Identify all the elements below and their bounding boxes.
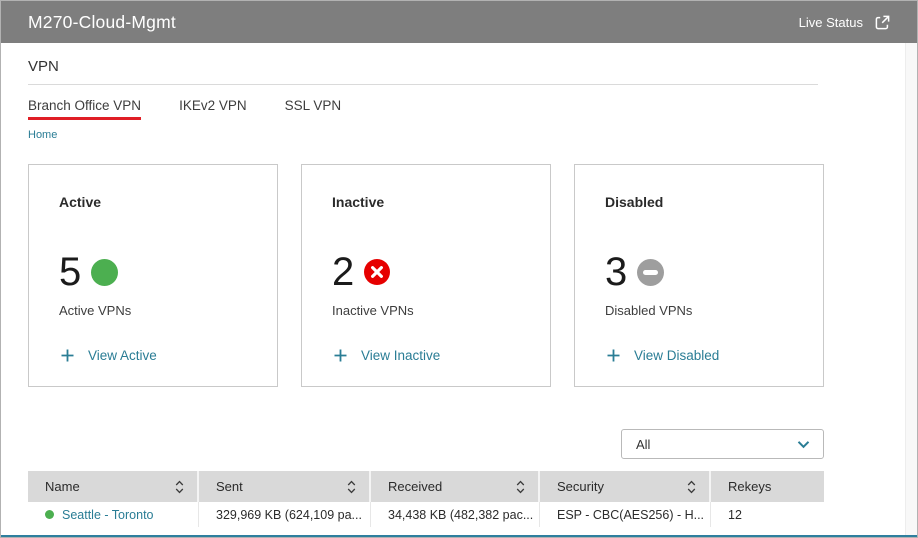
tab-label: Branch Office VPN <box>28 98 142 113</box>
vpn-summary-cards: Active 5 Active VPNs View Active Inactiv… <box>28 164 824 387</box>
view-link-label: View Inactive <box>361 348 441 363</box>
active-vpn-count: 5 <box>59 250 82 294</box>
vpn-name-link[interactable]: Seattle - Toronto <box>62 507 154 522</box>
external-link-icon <box>874 14 891 31</box>
column-header-received[interactable]: Received <box>371 471 540 502</box>
vpn-filter-select[interactable]: All <box>621 429 824 459</box>
tab-label: SSL VPN <box>284 98 342 113</box>
selected-filter-value: All <box>636 436 651 452</box>
sort-icon <box>347 480 356 494</box>
tab-branch-office-vpn[interactable]: Branch Office VPN <box>28 98 142 120</box>
card-title: Active <box>59 194 102 210</box>
disabled-vpn-count: 3 <box>605 250 628 294</box>
live-status-label: Live Status <box>798 14 863 30</box>
table-header-row: Name Sent Received Security <box>28 471 824 502</box>
cell-received: 34,438 KB (482,382 pac... <box>371 502 540 527</box>
sort-icon <box>516 480 525 494</box>
red-x-circle-icon <box>363 258 391 286</box>
page-title: M270-Cloud-Mgmt <box>28 11 176 32</box>
column-label: Name <box>45 479 80 494</box>
view-disabled-link[interactable]: View Disabled <box>606 348 719 363</box>
view-inactive-link[interactable]: View Inactive <box>333 348 440 363</box>
green-circle-icon <box>90 258 119 287</box>
card-label: Inactive VPNs <box>332 303 414 318</box>
bottom-edge-divider <box>1 535 917 537</box>
cell-name: Seattle - Toronto <box>28 502 199 527</box>
view-link-label: View Disabled <box>634 348 720 363</box>
card-title: Disabled <box>605 194 664 210</box>
card-label: Active VPNs <box>59 303 132 318</box>
column-label: Rekeys <box>728 479 772 494</box>
app-header: M270-Cloud-Mgmt Live Status <box>1 1 917 43</box>
view-active-link[interactable]: View Active <box>60 348 157 363</box>
section-title: VPN <box>28 58 818 85</box>
inactive-vpn-count: 2 <box>332 250 355 294</box>
tab-ssl-vpn[interactable]: SSL VPN <box>285 98 342 120</box>
sort-icon <box>175 480 184 494</box>
tab-ikev2-vpn[interactable]: IKEv2 VPN <box>179 98 247 120</box>
card-label: Disabled VPNs <box>605 303 693 318</box>
tab-label: IKEv2 VPN <box>179 98 247 113</box>
breadcrumb-home-link[interactable]: Home <box>28 129 58 141</box>
filter-row: All <box>28 429 824 459</box>
card-disabled-vpns: Disabled 3 Disabled VPNs View Disabled <box>574 164 824 387</box>
active-status-dot-icon <box>45 510 54 519</box>
vpn-table: Name Sent Received Security <box>28 471 824 527</box>
sort-icon <box>687 480 696 494</box>
chevron-down-icon <box>797 440 810 449</box>
main-content: VPN Branch Office VPN IKEv2 VPN SSL VPN … <box>1 58 917 527</box>
column-header-sent[interactable]: Sent <box>199 471 371 502</box>
card-active-vpns: Active 5 Active VPNs View Active <box>28 164 278 387</box>
plus-icon <box>606 348 621 363</box>
card-inactive-vpns: Inactive 2 Inactive VPNs View Inactive <box>301 164 551 387</box>
column-label: Received <box>388 479 443 494</box>
plus-icon <box>60 348 75 363</box>
cell-security: ESP - CBC(AES256) - H... <box>540 502 711 527</box>
column-label: Security <box>557 479 604 494</box>
view-link-label: View Active <box>88 348 157 363</box>
live-status-link[interactable]: Live Status <box>799 14 891 31</box>
gray-minus-circle-icon <box>636 258 665 287</box>
column-header-security[interactable]: Security <box>540 471 711 502</box>
cell-sent: 329,969 KB (624,109 pa... <box>199 502 371 527</box>
column-label: Sent <box>216 479 243 494</box>
plus-icon <box>333 348 348 363</box>
tab-bar: Branch Office VPN IKEv2 VPN SSL VPN <box>28 98 917 120</box>
table-row: Seattle - Toronto 329,969 KB (624,109 pa… <box>28 502 824 527</box>
scrollbar-track[interactable] <box>905 43 917 537</box>
cell-rekeys: 12 <box>728 507 742 522</box>
column-header-name[interactable]: Name <box>28 471 199 502</box>
column-header-rekeys[interactable]: Rekeys <box>711 471 824 502</box>
card-title: Inactive <box>332 194 385 210</box>
